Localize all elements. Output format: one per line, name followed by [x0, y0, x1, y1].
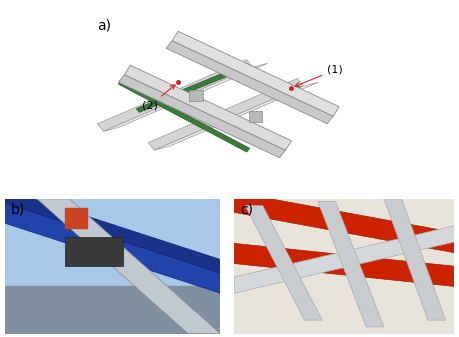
Polygon shape — [318, 202, 384, 327]
Bar — [65, 208, 87, 228]
Polygon shape — [5, 203, 220, 293]
Polygon shape — [37, 199, 220, 334]
Polygon shape — [172, 31, 339, 116]
Polygon shape — [234, 243, 454, 286]
Text: c): c) — [241, 203, 254, 217]
Polygon shape — [384, 199, 446, 320]
Polygon shape — [124, 65, 291, 150]
Polygon shape — [136, 63, 250, 113]
Polygon shape — [97, 60, 252, 131]
Bar — [5, 286, 220, 334]
Text: (2): (2) — [142, 85, 175, 111]
FancyBboxPatch shape — [190, 90, 202, 101]
Polygon shape — [234, 192, 454, 253]
Polygon shape — [148, 79, 303, 150]
Polygon shape — [65, 237, 123, 266]
Polygon shape — [245, 206, 322, 320]
Polygon shape — [5, 189, 220, 273]
Polygon shape — [234, 226, 454, 293]
Polygon shape — [166, 41, 333, 124]
Polygon shape — [154, 82, 319, 150]
Polygon shape — [118, 75, 285, 158]
FancyBboxPatch shape — [249, 111, 262, 122]
Text: a): a) — [97, 18, 112, 32]
Polygon shape — [104, 63, 268, 131]
Polygon shape — [118, 80, 250, 152]
Text: (1): (1) — [295, 65, 343, 87]
Text: b): b) — [11, 203, 25, 217]
